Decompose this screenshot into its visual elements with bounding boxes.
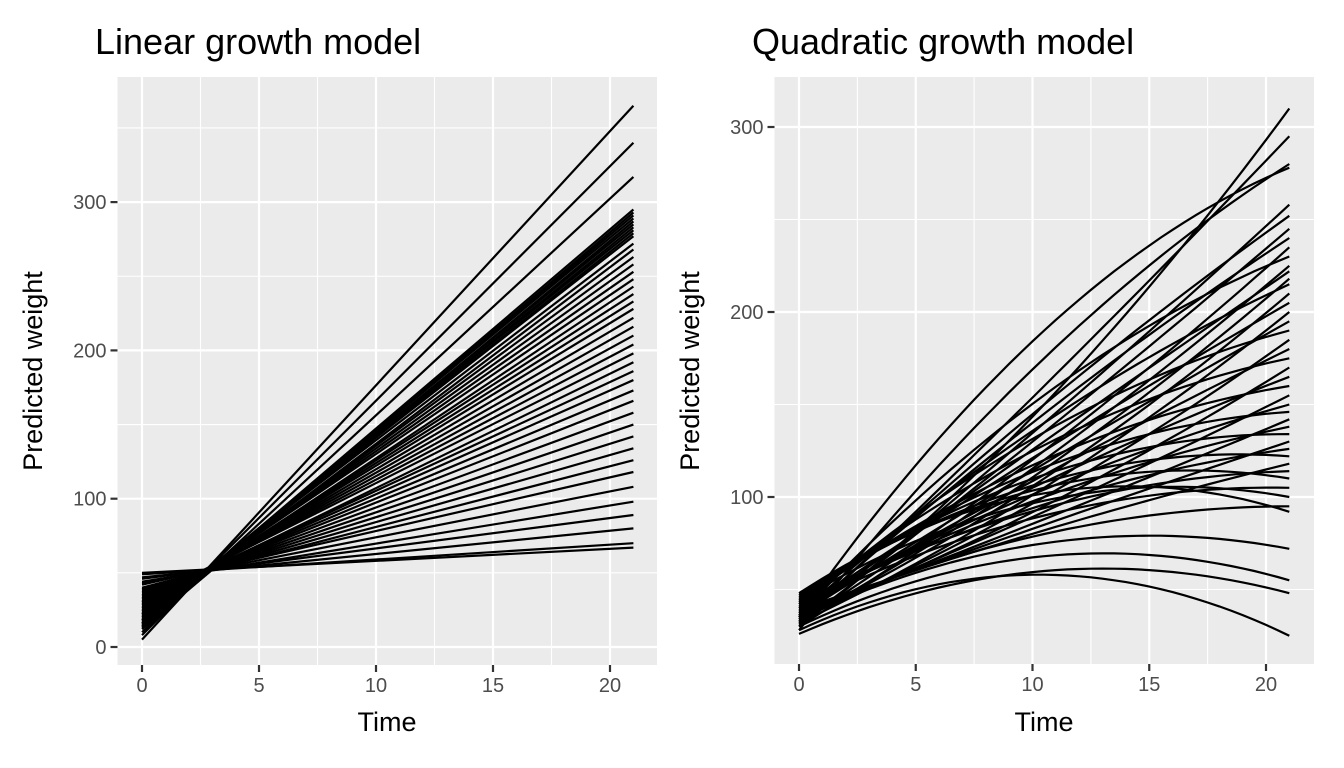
y-tick-label: 300 xyxy=(73,192,106,214)
x-tick-label: 20 xyxy=(1255,674,1277,696)
left-x-axis-label: Time xyxy=(358,707,417,737)
y-tick-label: 100 xyxy=(730,487,763,509)
data-lines xyxy=(141,104,635,641)
y-tick-label: 300 xyxy=(730,117,763,139)
y-tick-label: 100 xyxy=(73,489,106,511)
y-tick-label: 200 xyxy=(730,302,763,324)
x-tick-label: 10 xyxy=(365,675,387,697)
y-tick-label: 0 xyxy=(95,637,106,659)
right-x-axis-label: Time xyxy=(1015,707,1074,737)
x-tick-label: 15 xyxy=(482,675,504,697)
right-chart-title: Quadratic growth model xyxy=(752,21,1134,62)
x-tick-label: 5 xyxy=(910,674,921,696)
x-tick-label: 15 xyxy=(1138,674,1160,696)
x-tick-label: 10 xyxy=(1021,674,1043,696)
right-y-axis-label: Predicted weight xyxy=(675,271,705,471)
data-lines xyxy=(798,107,1291,637)
left-y-axis-label: Predicted weight xyxy=(18,271,48,471)
y-tick-label: 200 xyxy=(73,340,106,362)
x-tick-label: 20 xyxy=(599,675,621,697)
x-tick-label: 0 xyxy=(136,675,147,697)
x-tick-label: 0 xyxy=(793,674,804,696)
left-chart-title: Linear growth model xyxy=(95,21,421,62)
x-tick-label: 5 xyxy=(253,675,264,697)
panel-1: 0 5 10 15 20 100 200 300 xyxy=(730,77,1314,696)
